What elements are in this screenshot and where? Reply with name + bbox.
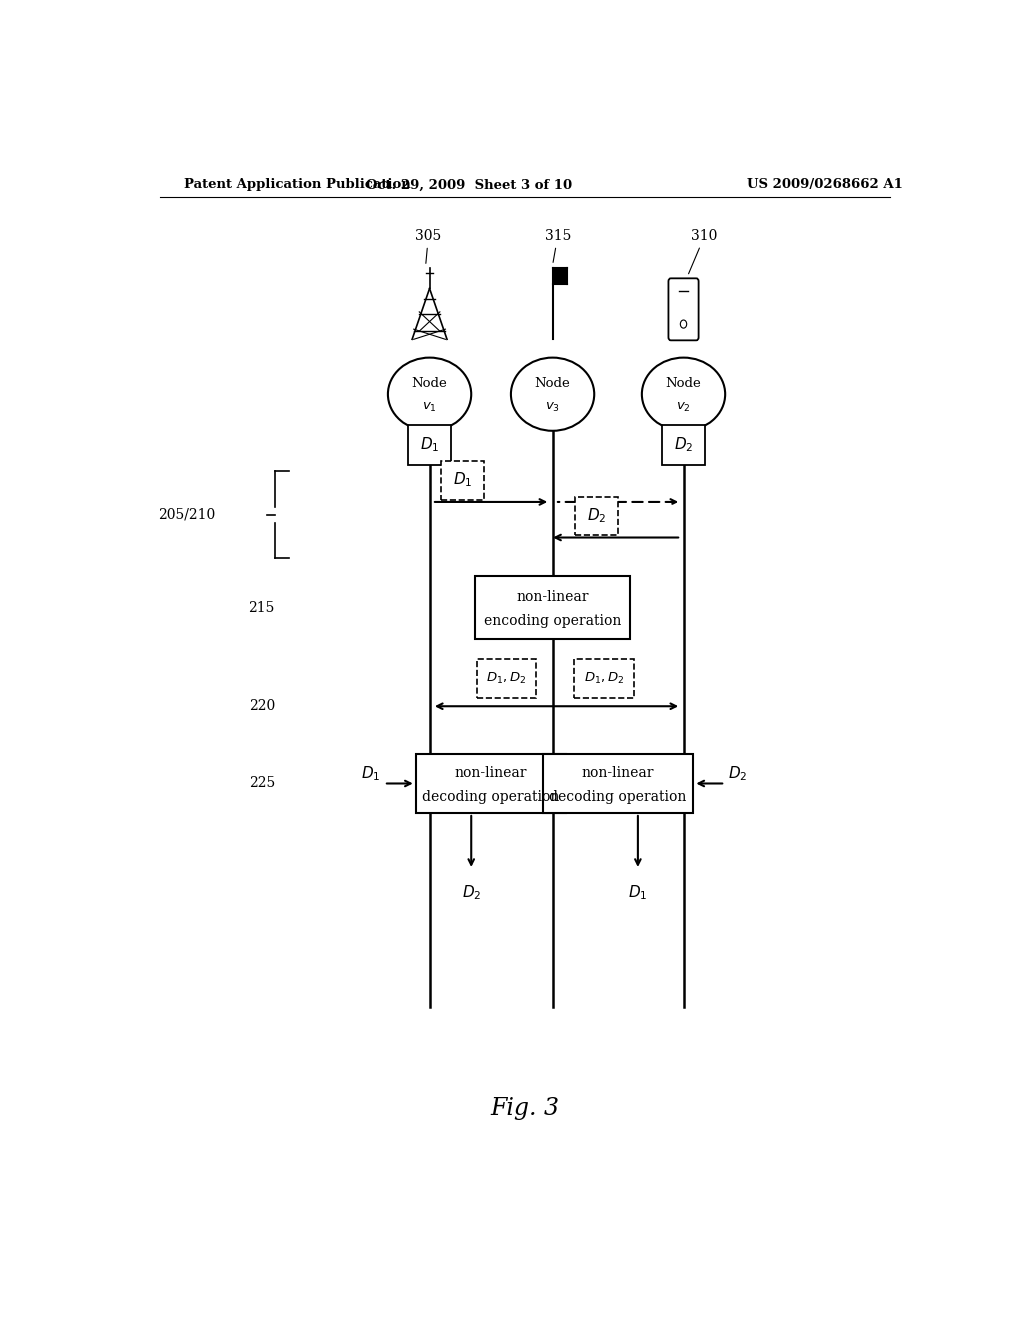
Text: 315: 315 <box>545 228 571 263</box>
Text: encoding operation: encoding operation <box>484 614 622 628</box>
Text: $D_1$: $D_1$ <box>454 470 473 488</box>
Text: 225: 225 <box>249 776 274 791</box>
Text: 310: 310 <box>688 228 718 273</box>
Text: $D_1$: $D_1$ <box>420 436 439 454</box>
Text: Node: Node <box>666 376 701 389</box>
Text: $D_2$: $D_2$ <box>462 883 481 902</box>
Text: Fig. 3: Fig. 3 <box>490 1097 559 1121</box>
Circle shape <box>680 319 687 329</box>
FancyBboxPatch shape <box>669 279 698 341</box>
Text: Patent Application Publication: Patent Application Publication <box>183 178 411 191</box>
Text: non-linear: non-linear <box>582 767 654 780</box>
FancyBboxPatch shape <box>477 660 537 698</box>
FancyBboxPatch shape <box>441 461 484 500</box>
Text: non-linear: non-linear <box>455 767 527 780</box>
Text: Node: Node <box>412 376 447 389</box>
Bar <box>553 268 567 284</box>
FancyBboxPatch shape <box>543 754 693 813</box>
Text: $D_1,D_2$: $D_1,D_2$ <box>486 672 526 686</box>
Text: $v_1$: $v_1$ <box>422 401 437 414</box>
Text: $D_2$: $D_2$ <box>728 764 748 783</box>
Text: Node: Node <box>535 376 570 389</box>
Text: $v_3$: $v_3$ <box>545 401 560 414</box>
Text: 215: 215 <box>249 601 274 615</box>
Text: 220: 220 <box>249 700 274 713</box>
Ellipse shape <box>388 358 471 430</box>
Text: 305: 305 <box>416 228 441 264</box>
Text: 205/210: 205/210 <box>158 508 215 521</box>
Text: $D_1$: $D_1$ <box>361 764 381 783</box>
Text: Oct. 29, 2009  Sheet 3 of 10: Oct. 29, 2009 Sheet 3 of 10 <box>367 178 572 191</box>
Text: decoding operation: decoding operation <box>549 789 687 804</box>
Text: non-linear: non-linear <box>516 590 589 605</box>
FancyBboxPatch shape <box>574 660 634 698</box>
FancyBboxPatch shape <box>416 754 566 813</box>
Text: $D_2$: $D_2$ <box>587 506 606 524</box>
Text: $v_2$: $v_2$ <box>676 401 691 414</box>
FancyBboxPatch shape <box>574 496 617 536</box>
Text: decoding operation: decoding operation <box>422 789 560 804</box>
Text: US 2009/0268662 A1: US 2009/0268662 A1 <box>748 178 903 191</box>
Ellipse shape <box>511 358 594 430</box>
FancyBboxPatch shape <box>408 425 452 466</box>
Text: $D_2$: $D_2$ <box>674 436 693 454</box>
FancyBboxPatch shape <box>662 425 706 466</box>
Text: $D_1,D_2$: $D_1,D_2$ <box>584 672 625 686</box>
Ellipse shape <box>642 358 725 430</box>
Text: $D_1$: $D_1$ <box>628 883 647 902</box>
FancyBboxPatch shape <box>475 576 630 639</box>
